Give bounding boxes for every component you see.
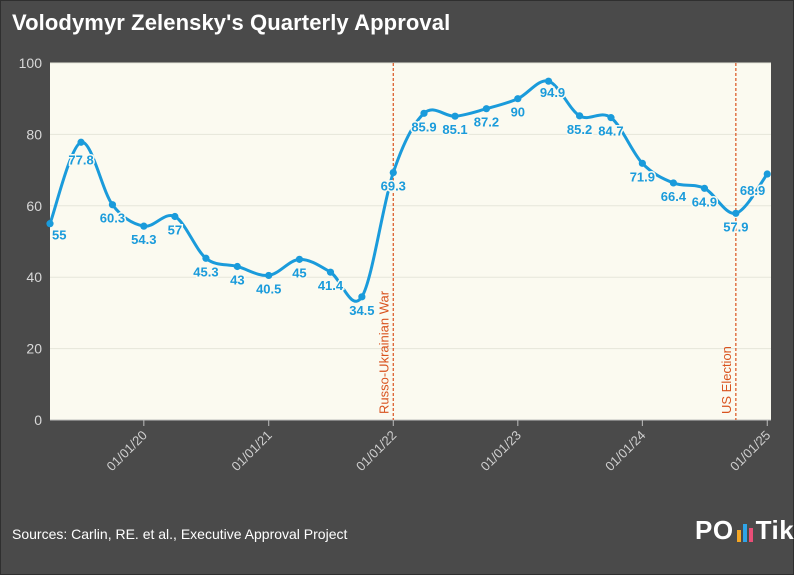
data-label: 34.5 [349,303,374,318]
data-label: 54.3 [131,232,156,247]
event-label: Russo-Ukrainian War [376,290,391,414]
data-label: 57.9 [723,219,748,234]
data-point [171,212,179,221]
data-point [389,168,397,177]
data-point [140,222,148,230]
data-label: 69.3 [381,179,406,194]
data-point [295,255,304,263]
data-point [265,271,273,280]
data-point [202,254,210,262]
data-label: 77.8 [68,152,93,167]
data-point [700,184,709,192]
data-point [420,109,428,117]
data-label: 43 [230,272,244,287]
data-point [451,112,459,120]
data-label: 87.2 [474,115,499,130]
x-tick-label: 01/01/21 [228,428,274,474]
data-label: 71.9 [630,169,655,184]
data-label: 85.1 [442,122,467,137]
data-point [607,114,615,122]
data-label: 45.3 [193,264,218,279]
politik-logo: PO Tik [695,515,794,546]
chart-title: Volodymyr Zelensky's Quarterly Approval [12,10,451,35]
data-label: 60.3 [100,211,125,226]
plot-area [50,63,771,420]
x-tick-label: 01/01/24 [602,428,648,474]
x-tick-label: 01/01/20 [104,428,150,474]
data-point [669,179,678,187]
y-tick-label: 0 [34,412,42,428]
y-tick-label: 40 [26,269,42,285]
data-label: 90 [511,105,525,120]
y-tick-label: 80 [26,126,42,142]
y-tick-label: 20 [26,341,42,357]
data-label: 57 [168,223,182,238]
data-label: 94.9 [540,85,565,100]
logo-text-right: Tik [755,515,794,545]
data-point [482,105,491,113]
x-tick-label: 01/01/22 [353,428,399,474]
data-point [233,262,241,271]
data-point [358,293,366,301]
data-label: 85.2 [567,122,592,137]
data-point [575,112,584,120]
data-point [763,170,771,178]
data-point [108,201,117,209]
source-note: Sources: Carlin, RE. et al., Executive A… [12,526,348,542]
data-point [514,95,522,103]
event-label: US Election [719,346,734,414]
data-point [732,209,740,217]
data-point [638,159,646,167]
data-label: 64.9 [692,194,717,209]
data-label: 40.5 [256,281,281,296]
data-label: 85.9 [411,119,436,134]
data-label: 66.4 [661,189,687,204]
y-tick-label: 60 [26,198,42,214]
data-point [326,268,335,276]
data-point [46,220,54,228]
data-label: 45 [292,265,306,280]
data-point [77,138,85,146]
logo-bars-icon [736,522,753,542]
logo-text-left: PO [695,515,734,545]
x-tick-label: 01/01/25 [727,428,773,474]
x-tick-label: 01/01/23 [478,428,524,474]
data-label: 55 [52,228,66,243]
y-tick-label: 100 [19,55,43,71]
data-point [544,77,553,85]
data-label: 68.9 [740,183,765,198]
data-label: 84.7 [598,124,623,139]
data-label: 41.4 [318,278,344,293]
